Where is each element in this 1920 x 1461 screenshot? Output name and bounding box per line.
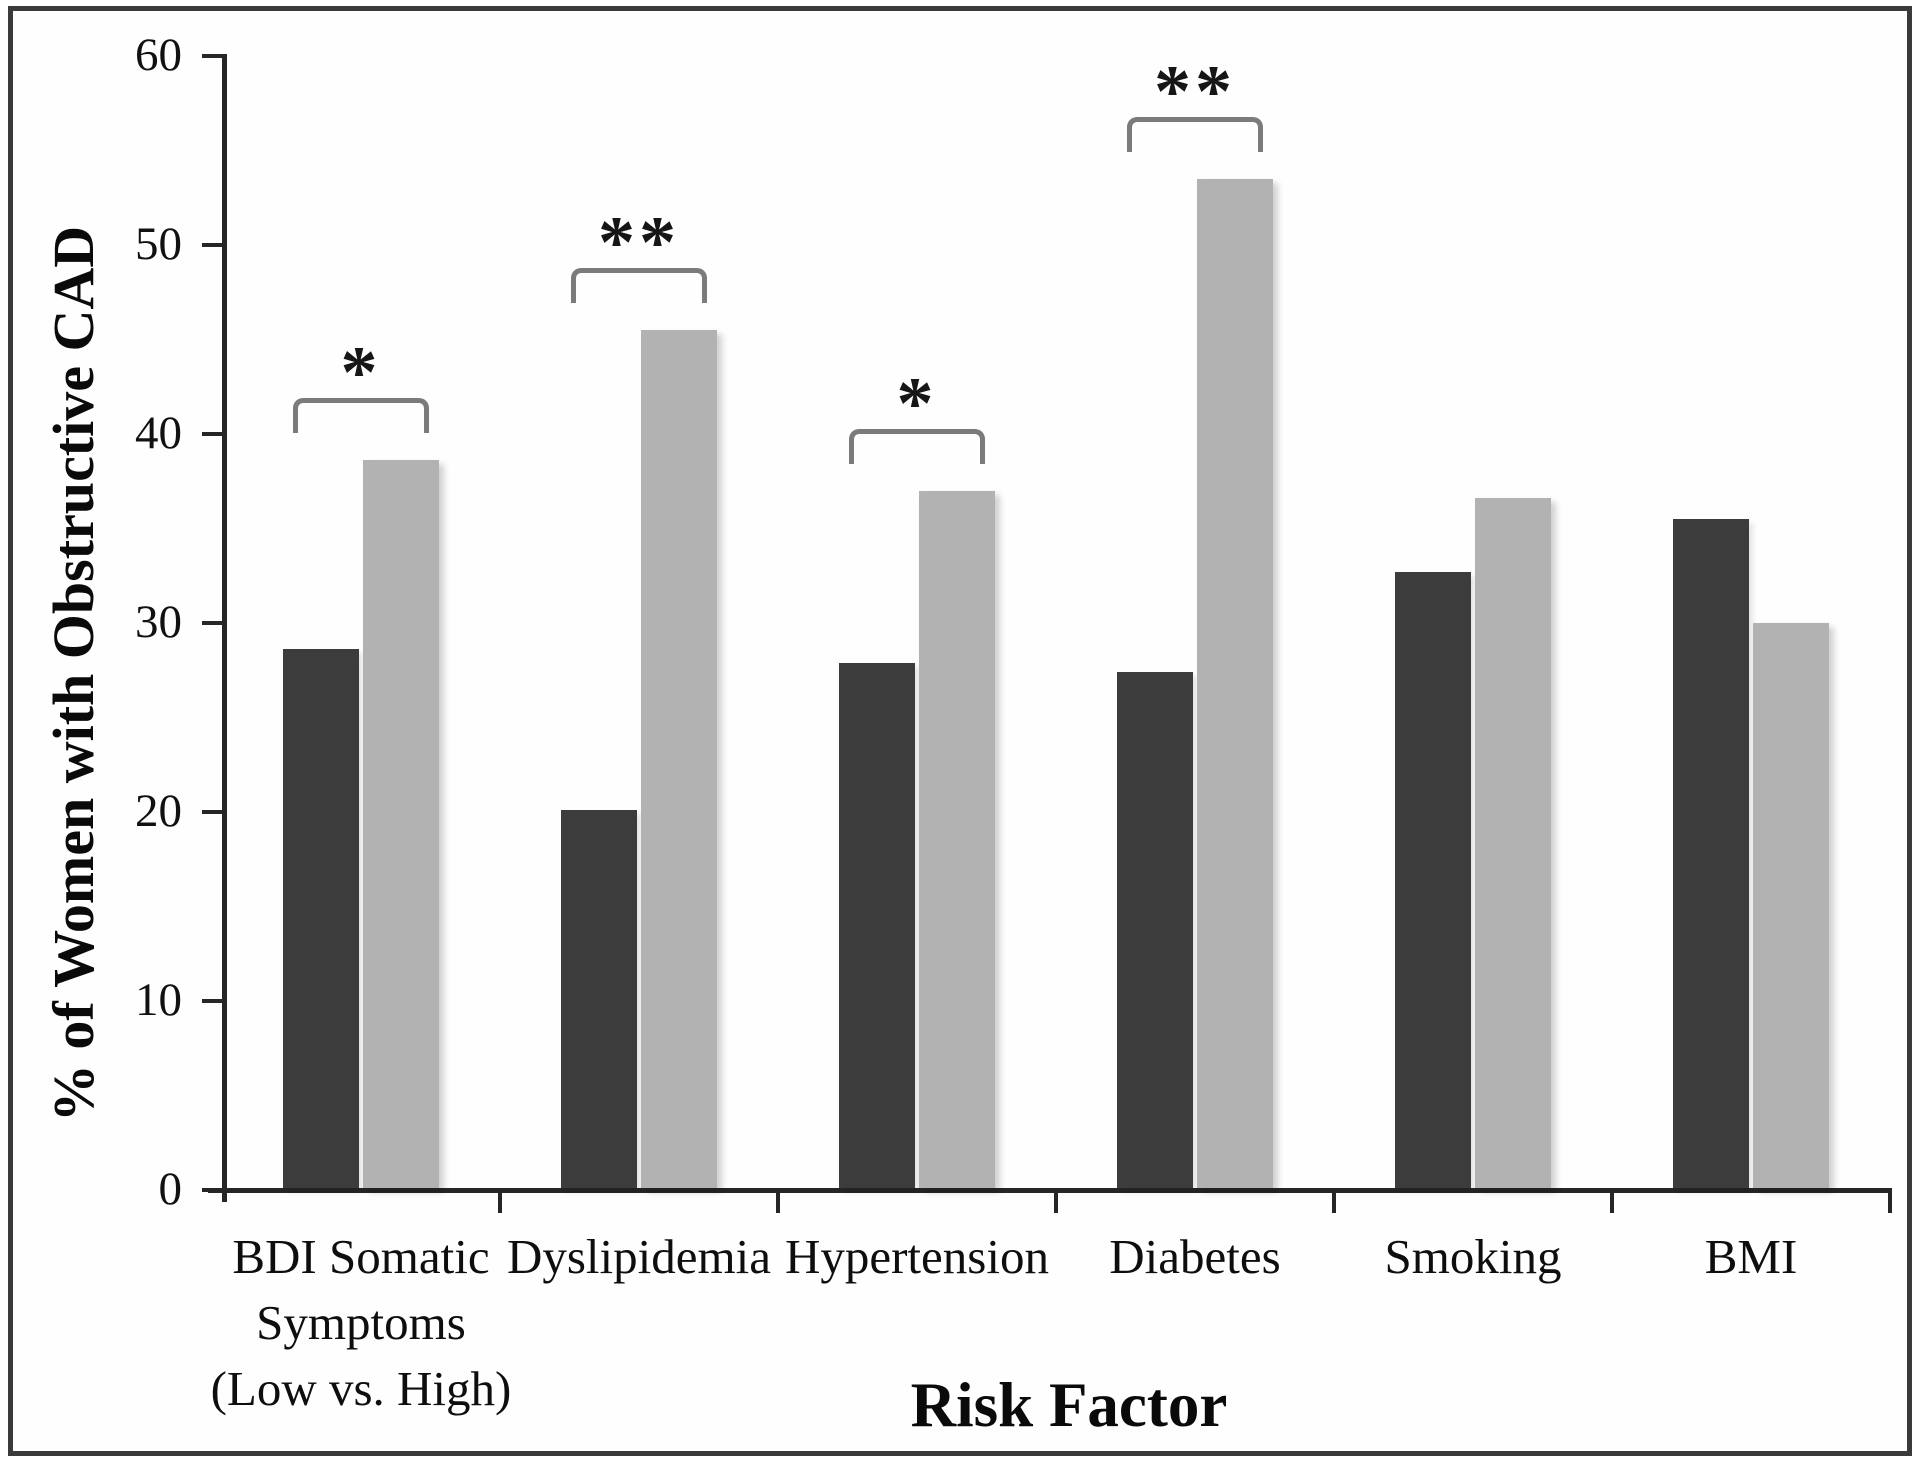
- x-tick: [776, 1193, 780, 1213]
- significance-asterisk: *: [340, 332, 382, 415]
- y-tick-label: 40: [135, 407, 182, 459]
- x-tick: [498, 1193, 502, 1213]
- bar-light: [1753, 622, 1829, 1188]
- y-tick-label: 50: [135, 218, 182, 270]
- y-tick-label: 30: [135, 596, 182, 648]
- significance-bracket: [293, 398, 429, 434]
- y-tick: [202, 243, 224, 247]
- category-label: Smoking: [1384, 1229, 1562, 1284]
- significance-asterisk: **: [598, 201, 680, 284]
- y-tick-label: 20: [135, 785, 182, 837]
- significance-asterisk: **: [1154, 50, 1236, 133]
- y-tick-label: 10: [135, 974, 182, 1026]
- y-tick: [202, 432, 224, 436]
- y-tick: [202, 810, 224, 814]
- category-label: BDI Somatic Symptoms (Low vs. High): [210, 1229, 512, 1416]
- significance-bracket: [571, 267, 707, 303]
- y-tick: [202, 54, 224, 58]
- bar-dark: [839, 662, 915, 1188]
- bar-light: [919, 490, 995, 1188]
- bar-light: [641, 329, 717, 1188]
- y-tick: [202, 999, 224, 1003]
- significance-asterisk: *: [896, 362, 938, 445]
- bar-dark: [1673, 518, 1749, 1188]
- category-label: Dyslipidemia: [506, 1229, 771, 1284]
- bar-dark: [283, 649, 359, 1188]
- category-label: Hypertension: [784, 1229, 1049, 1284]
- category-label: BMI: [1704, 1229, 1798, 1284]
- bar-light: [363, 460, 439, 1188]
- significance-bracket: [849, 428, 985, 464]
- y-axis-title: % of Women with Obstructive CAD: [41, 225, 106, 1123]
- y-tick: [202, 1188, 224, 1192]
- x-tick: [1888, 1193, 1892, 1213]
- x-tick: [1610, 1193, 1614, 1213]
- y-axis-line: [222, 54, 227, 1202]
- category-label: Diabetes: [1109, 1229, 1281, 1284]
- bar-light: [1475, 498, 1551, 1188]
- y-tick-label: 0: [158, 1163, 183, 1215]
- bar-dark: [1395, 571, 1471, 1188]
- x-axis-line: [208, 1188, 1892, 1193]
- figure-border: % of Women with Obstructive CAD Risk Fac…: [8, 6, 1912, 1456]
- x-axis-title: Risk Factor: [910, 1370, 1228, 1440]
- significance-bracket: [1127, 116, 1263, 152]
- bar-light: [1197, 178, 1273, 1188]
- x-tick: [1054, 1193, 1058, 1213]
- y-tick-label: 60: [135, 29, 182, 81]
- y-tick: [202, 621, 224, 625]
- bar-dark: [1117, 672, 1193, 1188]
- bar-dark: [561, 810, 637, 1188]
- x-tick: [1332, 1193, 1336, 1213]
